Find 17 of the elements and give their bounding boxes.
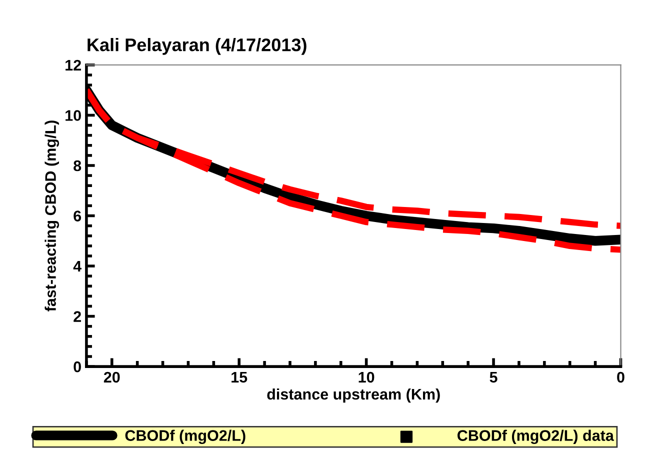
x-tick-label: 0 <box>617 372 624 383</box>
x-tick-label: 5 <box>490 372 498 383</box>
x-tick-label: 15 <box>232 372 248 383</box>
y-tick-label: 2 <box>74 311 81 322</box>
y-tick-label: 10 <box>66 110 81 121</box>
legend-label: CBODf (mgO2/L) data <box>458 430 614 444</box>
y-tick-label: 6 <box>74 210 82 222</box>
chart-title: Kali Pelayaran (4/17/2013) <box>88 38 306 55</box>
y-tick-label: 0 <box>74 361 81 372</box>
legend-label: CBODf (mgO2/L) <box>125 430 246 444</box>
x-tick-label: 20 <box>104 372 120 383</box>
y-tick-label: 4 <box>73 261 82 272</box>
x-tick-label: 10 <box>358 372 374 383</box>
x-axis-title: distance upstream (Km) <box>267 388 440 403</box>
y-axis-title: fast-reacting CBOD (mg/L) <box>44 120 60 312</box>
y-tick-label: 8 <box>74 160 82 172</box>
y-tick-label: 12 <box>66 60 81 70</box>
